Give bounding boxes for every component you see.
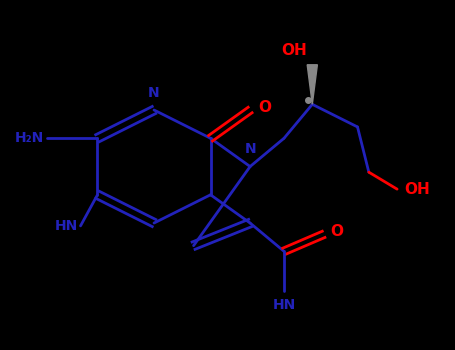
Text: OH: OH: [281, 43, 307, 58]
Text: HN: HN: [273, 298, 296, 312]
Text: O: O: [330, 224, 344, 239]
Text: O: O: [258, 100, 272, 115]
Polygon shape: [307, 65, 318, 104]
Text: N: N: [244, 142, 256, 156]
Text: HN: HN: [55, 219, 78, 233]
Text: N: N: [148, 86, 160, 100]
Text: OH: OH: [404, 182, 430, 197]
Text: H₂N: H₂N: [15, 131, 44, 145]
